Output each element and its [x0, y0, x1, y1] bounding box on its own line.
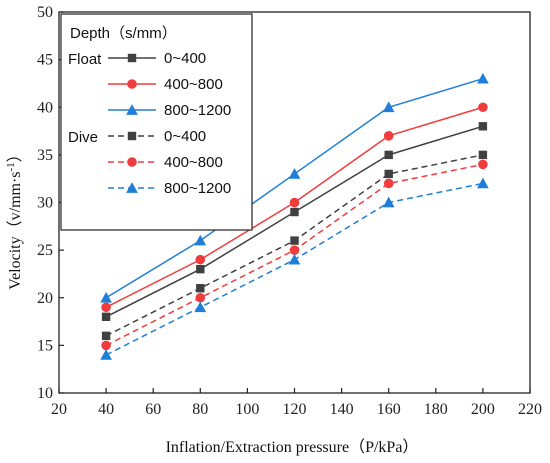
y-axis-label: Velocity（v/mm·s-1）: [5, 146, 24, 289]
x-tick-label: 40: [98, 401, 114, 418]
legend-marker: [127, 157, 137, 167]
data-point: [101, 312, 111, 321]
y-tick-label: 40: [37, 99, 53, 116]
data-point: [194, 301, 207, 313]
legend-label: 400~800: [164, 154, 223, 171]
y-tick-label: 10: [37, 385, 53, 402]
y-tick-label: 15: [37, 337, 53, 354]
x-tick-label: 80: [192, 401, 208, 418]
legend-label: 400~800: [164, 76, 223, 93]
series-float-0-400: [101, 122, 488, 321]
data-point: [478, 102, 488, 113]
x-tick-label: 120: [283, 401, 307, 418]
legend-group-dive: Dive: [68, 129, 98, 146]
data-point: [101, 340, 111, 351]
y-tick-label: 30: [37, 195, 53, 212]
data-point: [196, 264, 205, 274]
data-point: [195, 292, 206, 303]
legend-label: 0~400: [164, 50, 206, 67]
data-point: [383, 131, 394, 141]
data-point: [101, 302, 111, 313]
legend-entry: 800~1200: [108, 102, 231, 119]
y-tick-label: 25: [37, 242, 53, 259]
x-tick-label: 20: [51, 401, 67, 418]
legend-title: Depth（s/mm）: [70, 25, 177, 42]
data-point: [384, 150, 393, 160]
x-tick-label: 200: [471, 401, 495, 418]
series-layer: [100, 72, 489, 360]
data-point: [100, 349, 112, 360]
legend-entry: 0~400: [108, 128, 206, 145]
series-dive-400-800: [101, 159, 488, 351]
data-point: [194, 234, 207, 246]
series-dive-0-400: [101, 150, 488, 341]
data-point: [290, 236, 299, 245]
data-point: [289, 197, 300, 208]
data-point: [478, 122, 488, 131]
data-point: [383, 178, 394, 189]
data-point: [382, 196, 395, 208]
y-tick-label: 20: [37, 290, 53, 307]
legend-marker: [127, 131, 137, 141]
legend-marker: [126, 182, 138, 193]
data-point: [289, 245, 300, 255]
data-point: [195, 254, 206, 265]
series-float-800-1200: [100, 72, 489, 303]
data-point: [290, 207, 299, 217]
data-point: [477, 72, 489, 84]
legend-marker: [127, 79, 137, 89]
legend-entry: 800~1200: [108, 180, 231, 197]
y-tick-label: 50: [37, 4, 53, 21]
legend-label: 0~400: [164, 128, 206, 145]
legend-entry: 400~800: [108, 76, 223, 93]
x-tick-label: 180: [424, 401, 448, 418]
x-tick-label: 220: [518, 401, 542, 418]
legend-marker: [126, 104, 138, 115]
legend-group-float: Float: [68, 51, 102, 68]
data-point: [101, 331, 111, 341]
data-point: [100, 291, 112, 303]
y-tick-label: 35: [37, 147, 53, 164]
data-point: [478, 159, 488, 170]
legend-box: [60, 13, 253, 231]
x-tick-label: 100: [235, 401, 259, 418]
data-point: [478, 150, 488, 160]
x-tick-label: 140: [330, 401, 354, 418]
axis-labels: Inflation/Extraction pressure（P/kPa） Vel…: [5, 146, 418, 456]
legend-marker: [127, 53, 137, 63]
data-point: [477, 177, 489, 189]
legend-entry: 400~800: [108, 154, 223, 171]
legend-entry: 0~400: [108, 50, 206, 67]
data-point: [382, 101, 395, 113]
series-dive-800-1200: [100, 177, 489, 360]
data-point: [196, 284, 205, 293]
x-tick-label: 60: [145, 401, 161, 418]
x-tick-label: 160: [377, 401, 401, 418]
data-point: [288, 168, 301, 179]
axes-layer: 20 40 60 80 100 120 140 160 180 200 220 10 15 20 25 30 3…: [37, 4, 542, 418]
legend-label: 800~1200: [164, 102, 231, 119]
series-float-400-800: [101, 102, 488, 313]
data-point: [384, 169, 393, 179]
y-tick-label: 45: [37, 52, 53, 69]
data-point: [288, 253, 301, 265]
legend: Depth（s/mm） Float Dive 0~400 400~800 800~1…: [60, 13, 253, 231]
legend-label: 800~1200: [164, 180, 231, 197]
x-axis-label: Inflation/Extraction pressure（P/kPa）: [166, 438, 419, 456]
